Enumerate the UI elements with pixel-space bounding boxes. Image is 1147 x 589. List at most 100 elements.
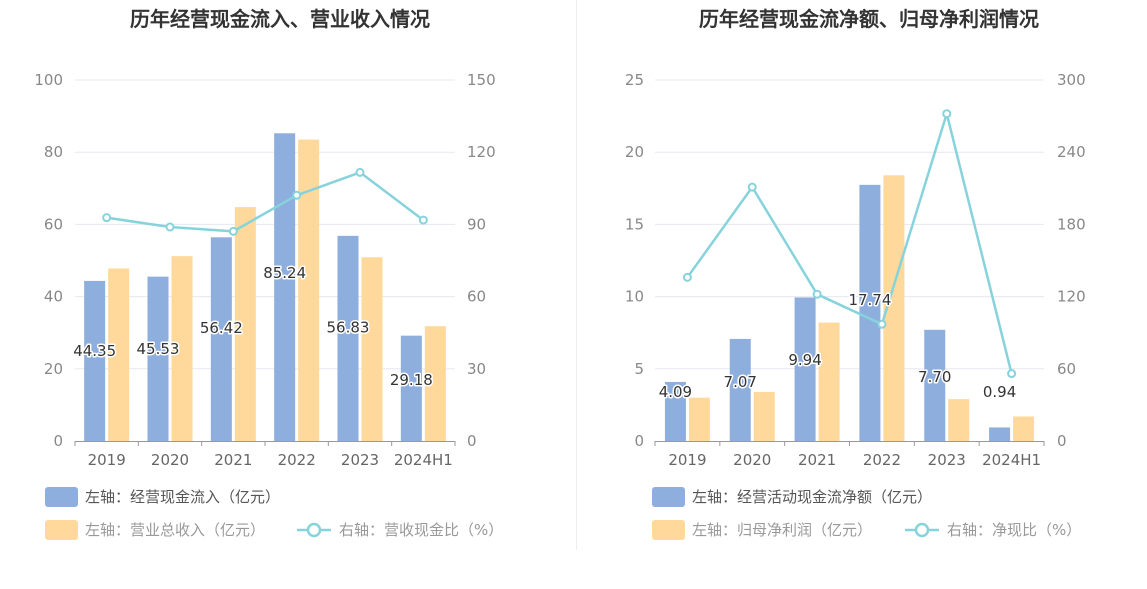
bar-group	[664, 175, 1035, 441]
left-axis-tick: 80	[44, 143, 63, 161]
bar-primary-2024H1	[989, 427, 1011, 441]
legend-item-1: 左轴：归母净利润（亿元）	[652, 520, 872, 540]
legend-swatch	[45, 520, 78, 540]
line-point-2024H1	[1007, 369, 1017, 379]
line-point-2021	[812, 289, 822, 299]
right-axis-tick: 240	[1057, 143, 1086, 161]
right-axis-tick: 180	[1057, 215, 1086, 233]
chart-cash-inflow-revenue: 历年经营现金流入、营业收入情况 0 20 40 60 80 100 0 30 60 90 120 150…	[34, 7, 503, 540]
bar-primary-2021	[210, 237, 232, 441]
data-label-2023: 7.70	[918, 368, 951, 386]
line-point-2022	[877, 319, 887, 329]
bar-primary-2024H1	[400, 335, 422, 441]
left-axis-tick: 25	[625, 71, 644, 89]
data-label-2020: 7.07	[724, 373, 757, 391]
legend-label: 左轴：经营现金流入（亿元）	[85, 488, 280, 506]
data-label-2020: 45.53	[137, 340, 180, 358]
right-axis-tick: 300	[1057, 71, 1086, 89]
x-axis-tick: 2021	[214, 451, 252, 469]
line-point-2019	[102, 213, 112, 223]
bar-secondary-2020	[171, 256, 193, 441]
left-axis-tick: 20	[44, 360, 63, 378]
left-axis-tick: 15	[625, 215, 644, 233]
bar-primary-2020	[729, 338, 751, 441]
x-axis-tick: 2022	[278, 451, 316, 469]
legend-item-0: 左轴：经营现金流入（亿元）	[45, 487, 280, 507]
right-axis-tick: 120	[467, 143, 496, 161]
right-axis-tick: 0	[467, 432, 477, 450]
data-label-2022: 17.74	[848, 291, 891, 309]
bar-primary-2021	[794, 297, 816, 441]
x-axis-tick: 2022	[863, 451, 901, 469]
left-axis-tick: 20	[625, 143, 644, 161]
x-axis-tick: 2023	[341, 451, 379, 469]
x-axis-tick: 2024H1	[394, 451, 453, 469]
data-label-2021: 9.94	[788, 351, 821, 369]
panel-divider	[576, 0, 577, 550]
line-point-2019	[682, 272, 692, 282]
left-axis-tick: 0	[634, 432, 644, 450]
left-axis-tick: 10	[625, 288, 644, 306]
right-axis-tick: 90	[467, 215, 486, 233]
legend-item-0: 左轴：经营活动现金流净额（亿元）	[652, 487, 932, 507]
chart-net-cash-profit: 历年经营现金流净额、归母净利润情况 0 5 10 15 20 25 0 60 120 180 240 3…	[625, 7, 1086, 540]
line-point-2023	[942, 109, 952, 119]
line-point-2023	[355, 167, 365, 177]
x-axis-tick: 2020	[151, 451, 189, 469]
line-point-2024H1	[418, 215, 428, 225]
left-axis-tick: 0	[53, 432, 63, 450]
legend-item-2: 右轴：净现比（%）	[905, 521, 1081, 539]
x-axis-tick: 2019	[88, 451, 126, 469]
line-point-2020	[747, 182, 757, 192]
x-axis-tick: 2019	[668, 451, 706, 469]
bar-primary-2020	[147, 276, 169, 441]
legend-label: 左轴：营业总收入（亿元）	[85, 521, 265, 539]
bar-secondary-2022	[883, 175, 905, 441]
legend-swatch	[45, 487, 78, 507]
data-label-2023: 56.83	[327, 318, 370, 336]
bar-primary-2022	[274, 133, 296, 441]
bar-group	[84, 133, 446, 441]
chart-panel-net-cash: 历年经营现金流净额、归母净利润情况 0 5 10 15 20 25 0 60 120 180 240 3…	[577, 0, 1147, 589]
bar-secondary-2021	[234, 207, 256, 441]
bar-primary-2019	[84, 280, 106, 441]
left-axis-tick: 5	[634, 360, 644, 378]
x-axis-tick: 2024H1	[982, 451, 1041, 469]
legend-swatch	[652, 520, 685, 540]
bar-primary-2022	[859, 184, 881, 441]
bar-secondary-2019	[688, 397, 710, 441]
bar-secondary-2023	[361, 257, 383, 441]
legend-label: 左轴：经营活动现金流净额（亿元）	[692, 488, 932, 506]
bar-secondary-2020	[753, 391, 775, 441]
line-series	[106, 171, 425, 233]
data-label-2019: 4.09	[659, 383, 692, 401]
bar-secondary-2024H1	[424, 326, 446, 441]
bar-primary-2023	[337, 235, 359, 441]
legend-line-marker	[914, 522, 930, 538]
right-axis-tick: 60	[1057, 360, 1076, 378]
bar-primary-2023	[924, 329, 946, 441]
bar-secondary-2019	[108, 268, 130, 441]
legend-label: 左轴：归母净利润（亿元）	[692, 521, 872, 539]
bar-secondary-2021	[818, 322, 840, 441]
legend-swatch	[652, 487, 685, 507]
bar-secondary-2023	[948, 399, 970, 441]
chart-title: 历年经营现金流入、营业收入情况	[130, 7, 430, 31]
data-label-2021: 56.42	[200, 319, 243, 337]
line-series	[686, 112, 1013, 374]
bar-secondary-2022	[298, 139, 320, 441]
left-axis-tick: 60	[44, 215, 63, 233]
line-point-2021	[228, 226, 238, 236]
legend-line-marker	[306, 522, 322, 538]
right-axis-tick: 30	[467, 360, 486, 378]
bar-primary-2019	[664, 381, 686, 441]
bar-secondary-2024H1	[1013, 416, 1035, 441]
data-label-2024H1: 29.18	[390, 371, 433, 389]
line-point-2020	[165, 222, 175, 232]
right-axis-tick: 150	[467, 71, 496, 89]
left-axis-tick: 100	[34, 71, 63, 89]
chart-panel-cash-inflow: 历年经营现金流入、营业收入情况 0 20 40 60 80 100 0 30 60 90 120 150…	[34, 7, 503, 540]
data-label-2022: 85.24	[263, 264, 306, 282]
left-axis-tick: 40	[44, 288, 63, 306]
right-axis-tick: 0	[1057, 432, 1067, 450]
